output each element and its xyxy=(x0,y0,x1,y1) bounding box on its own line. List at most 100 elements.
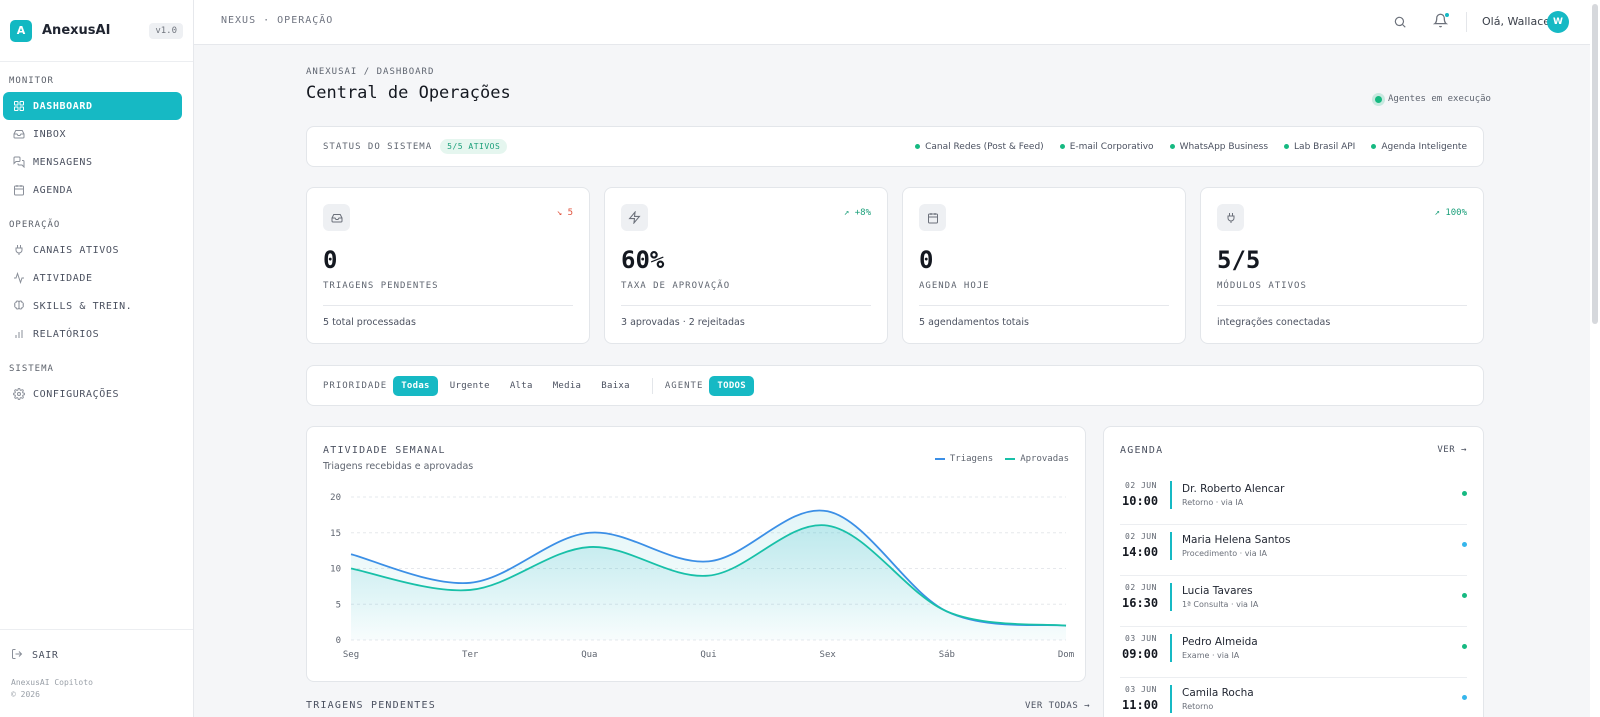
footer-app: AnexusAI Copiloto xyxy=(11,678,93,687)
legend-label: Triagens xyxy=(949,454,994,464)
y-tick-label: 5 xyxy=(336,600,341,610)
brand-logo: A xyxy=(10,19,32,42)
scrollbar-thumb[interactable] xyxy=(1592,4,1598,324)
kpi-card: 0 AGENDA HOJE 5 agendamentos totais xyxy=(902,187,1186,344)
priority-chip-baixa[interactable]: Baixa xyxy=(601,380,630,391)
status-dot xyxy=(915,144,921,149)
agents-status-label: Agentes em execução xyxy=(1388,94,1491,104)
sidebar-item-dashboard[interactable]: DASHBOARD xyxy=(3,92,182,120)
calendar-icon xyxy=(13,184,25,196)
chart-title: ATIVIDADE SEMANAL xyxy=(323,445,446,456)
agenda-item[interactable]: 02 JUN 10:00 Dr. Roberto Alencar Retorno · … xyxy=(1120,475,1467,525)
sidebar-item-inbox[interactable]: INBOX xyxy=(3,120,182,148)
triagens-view-all-label: VER TODAS xyxy=(1025,701,1079,711)
kpi-subtext: 3 aprovadas · 2 rejeitadas xyxy=(621,317,745,328)
agenda-item[interactable]: 02 JUN 14:00 Maria Helena Santos Procedimen… xyxy=(1120,526,1467,576)
nav-section-title: SISTEMA xyxy=(9,364,54,374)
scrollbar[interactable] xyxy=(1590,0,1600,717)
status-pulse-icon xyxy=(1375,95,1382,103)
sidebar-item-skills-trein-[interactable]: SKILLS & TREIN. xyxy=(3,292,182,320)
status-item-label: WhatsApp Business xyxy=(1179,141,1269,152)
brain-icon xyxy=(13,300,25,312)
avatar[interactable]: W xyxy=(1547,11,1569,33)
search-icon[interactable] xyxy=(1393,14,1407,33)
agenda-accent-bar xyxy=(1170,532,1172,560)
sidebar-item-configura-es[interactable]: CONFIGURAÇÕES xyxy=(3,380,182,408)
agenda-time: 09:00 xyxy=(1122,647,1159,661)
priority-chip-media[interactable]: Media xyxy=(552,380,582,391)
legend-item: Triagens xyxy=(934,454,994,464)
status-items: Canal Redes (Post & Feed) E-mail Corporat… xyxy=(915,142,1467,152)
brand-name: AnexusAI xyxy=(42,23,111,38)
triagens-view-all-link[interactable]: VER TODAS → xyxy=(1025,701,1090,711)
agenda-type: Procedimento · via IA xyxy=(1182,549,1267,558)
sidebar-item-mensagens[interactable]: MENSAGENS xyxy=(3,148,182,176)
kpi-label: AGENDA HOJE xyxy=(919,281,990,291)
kpi-label: TAXA DE APROVAÇÃO xyxy=(621,281,731,291)
agenda-accent-bar xyxy=(1170,583,1172,611)
status-item-label: Agenda Inteligente xyxy=(1381,141,1467,152)
sidebar-item-atividade[interactable]: ATIVIDADE xyxy=(3,264,182,292)
topbar: NEXUS · OPERAÇÃO Olá, Wallace W xyxy=(194,0,1600,45)
priority-chip-alta[interactable]: Alta xyxy=(509,380,533,391)
agents-status: Agentes em execução xyxy=(1375,94,1491,104)
priority-chip-urgente[interactable]: Urgente xyxy=(449,380,490,391)
user-greeting[interactable]: Olá, Wallace xyxy=(1482,15,1551,28)
kpi-card: ↗ +8% 60% TAXA DE APROVAÇÃO 3 aprovadas · 2… xyxy=(604,187,888,344)
logout-button[interactable]: SAIR xyxy=(0,630,193,663)
agenda-type: Retorno xyxy=(1182,702,1214,711)
agenda-name: Dr. Roberto Alencar xyxy=(1182,483,1285,495)
bar-chart-icon xyxy=(13,328,25,340)
agenda-view-link[interactable]: VER → xyxy=(1437,445,1467,455)
agenda-date: 03 JUN xyxy=(1125,634,1157,643)
priority-chip-todas[interactable]: Todas xyxy=(393,375,438,396)
sidebar-item-label: CANAIS ATIVOS xyxy=(33,244,120,256)
notification-dot xyxy=(1444,12,1450,18)
y-tick-label: 0 xyxy=(336,636,341,646)
sidebar-item-agenda[interactable]: AGENDA xyxy=(3,176,182,204)
triagens-title: TRIAGENS PENDENTES xyxy=(306,700,436,711)
status-dot xyxy=(1059,144,1065,149)
logout-label: SAIR xyxy=(32,650,59,661)
arrow-right-icon: → xyxy=(1461,445,1467,455)
agenda-time: 16:30 xyxy=(1122,596,1159,610)
agenda-name: Lucia Tavares xyxy=(1182,585,1253,597)
priority-chips: Todas Urgente Alta Media Baixa xyxy=(393,375,642,396)
agenda-accent-bar xyxy=(1170,481,1172,509)
x-tick-label: Sex xyxy=(820,650,837,660)
sidebar-item-label: CONFIGURAÇÕES xyxy=(33,388,120,400)
agenda-title: AGENDA xyxy=(1120,445,1164,456)
agenda-accent-bar xyxy=(1170,634,1172,662)
kpi-subtext: 5 agendamentos totais xyxy=(919,317,1029,328)
kpi-value: 60% xyxy=(621,246,665,274)
agenda-status-dot xyxy=(1462,644,1467,649)
legend-swatch xyxy=(1005,457,1016,460)
agenda-item[interactable]: 02 JUN 16:30 Lucia Tavares 1ª Consulta · vi… xyxy=(1120,577,1467,627)
chart-legend: Triagens Aprovadas xyxy=(934,454,1069,464)
agent-filter-chip[interactable]: TODOS xyxy=(709,375,754,396)
brand[interactable]: A AnexusAI v1.0 xyxy=(0,0,193,62)
sidebar-item-canais-ativos[interactable]: CANAIS ATIVOS xyxy=(3,236,182,264)
agenda-item[interactable]: 03 JUN 11:00 Camila Rocha Retorno xyxy=(1120,679,1467,717)
sidebar-item-relat-rios[interactable]: RELATÓRIOS xyxy=(3,320,182,348)
kpi-trend: ↗ +8% xyxy=(843,208,871,218)
sidebar-item-label: INBOX xyxy=(33,128,67,140)
activity-icon xyxy=(13,272,25,284)
kpi-card: ↗ 100% 5/5 MÓDULOS ATIVOS integrações conec… xyxy=(1200,187,1484,344)
y-tick-label: 10 xyxy=(330,565,341,575)
nav-section-title: OPERAÇÃO xyxy=(9,220,61,230)
status-item: WhatsApp Business xyxy=(1169,141,1269,152)
messages-icon xyxy=(13,156,25,168)
status-item: Lab Brasil API xyxy=(1284,142,1355,152)
sidebar-item-label: ATIVIDADE xyxy=(33,272,93,284)
topbar-context: NEXUS · OPERAÇÃO xyxy=(221,15,334,26)
x-tick-label: Qui xyxy=(700,650,716,660)
bell-icon[interactable] xyxy=(1432,12,1450,32)
kpi-trend: ↗ 100% xyxy=(1434,208,1467,218)
x-tick-label: Qua xyxy=(581,650,597,660)
agenda-item[interactable]: 03 JUN 09:00 Pedro Almeida Exame · via IA xyxy=(1120,628,1467,678)
agenda-date: 02 JUN xyxy=(1125,583,1157,592)
footer-text: AnexusAI Copiloto © 2026 xyxy=(0,663,193,701)
status-dot xyxy=(1169,144,1175,149)
agenda-time: 10:00 xyxy=(1122,494,1159,508)
